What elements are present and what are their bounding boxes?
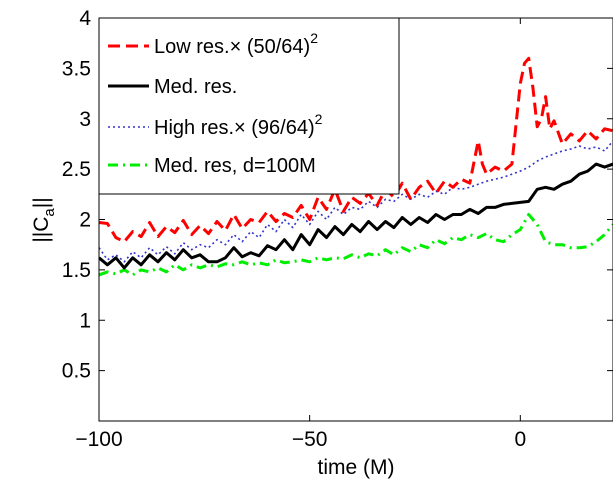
y-tick-label: 3 — [79, 108, 91, 131]
series-line-0 — [99, 56, 613, 244]
series-line-3 — [99, 213, 613, 277]
legend-label-2: High res.× (96/64)2 — [154, 111, 323, 139]
x-axis-label: time (M) — [318, 456, 395, 479]
y-axis-label: ||Ca|| — [30, 197, 58, 242]
y-tick-label: 4 — [79, 7, 91, 30]
series-line-2 — [99, 140, 613, 263]
y-tick-label: 2 — [79, 209, 91, 232]
y-tick-label: 2.5 — [62, 158, 91, 181]
x-tick-label: 0 — [514, 428, 526, 451]
y-tick-label: 3.5 — [62, 57, 91, 80]
legend-label-1: Med. res. — [154, 76, 237, 98]
y-tick-label: 1 — [79, 309, 91, 332]
x-tick-label: −50 — [292, 428, 328, 451]
legend-label-3: Med. res, d=100M — [154, 155, 316, 177]
y-tick-label: 1.5 — [62, 259, 91, 282]
y-tick-label: 0.5 — [62, 360, 91, 383]
x-tick-label: −100 — [75, 428, 122, 451]
legend: Low res.× (50/64)2 Med. res. High res.× (9… — [98, 17, 400, 195]
legend-label-0: Low res.× (50/64)2 — [154, 30, 318, 58]
series-line-1 — [99, 162, 613, 270]
